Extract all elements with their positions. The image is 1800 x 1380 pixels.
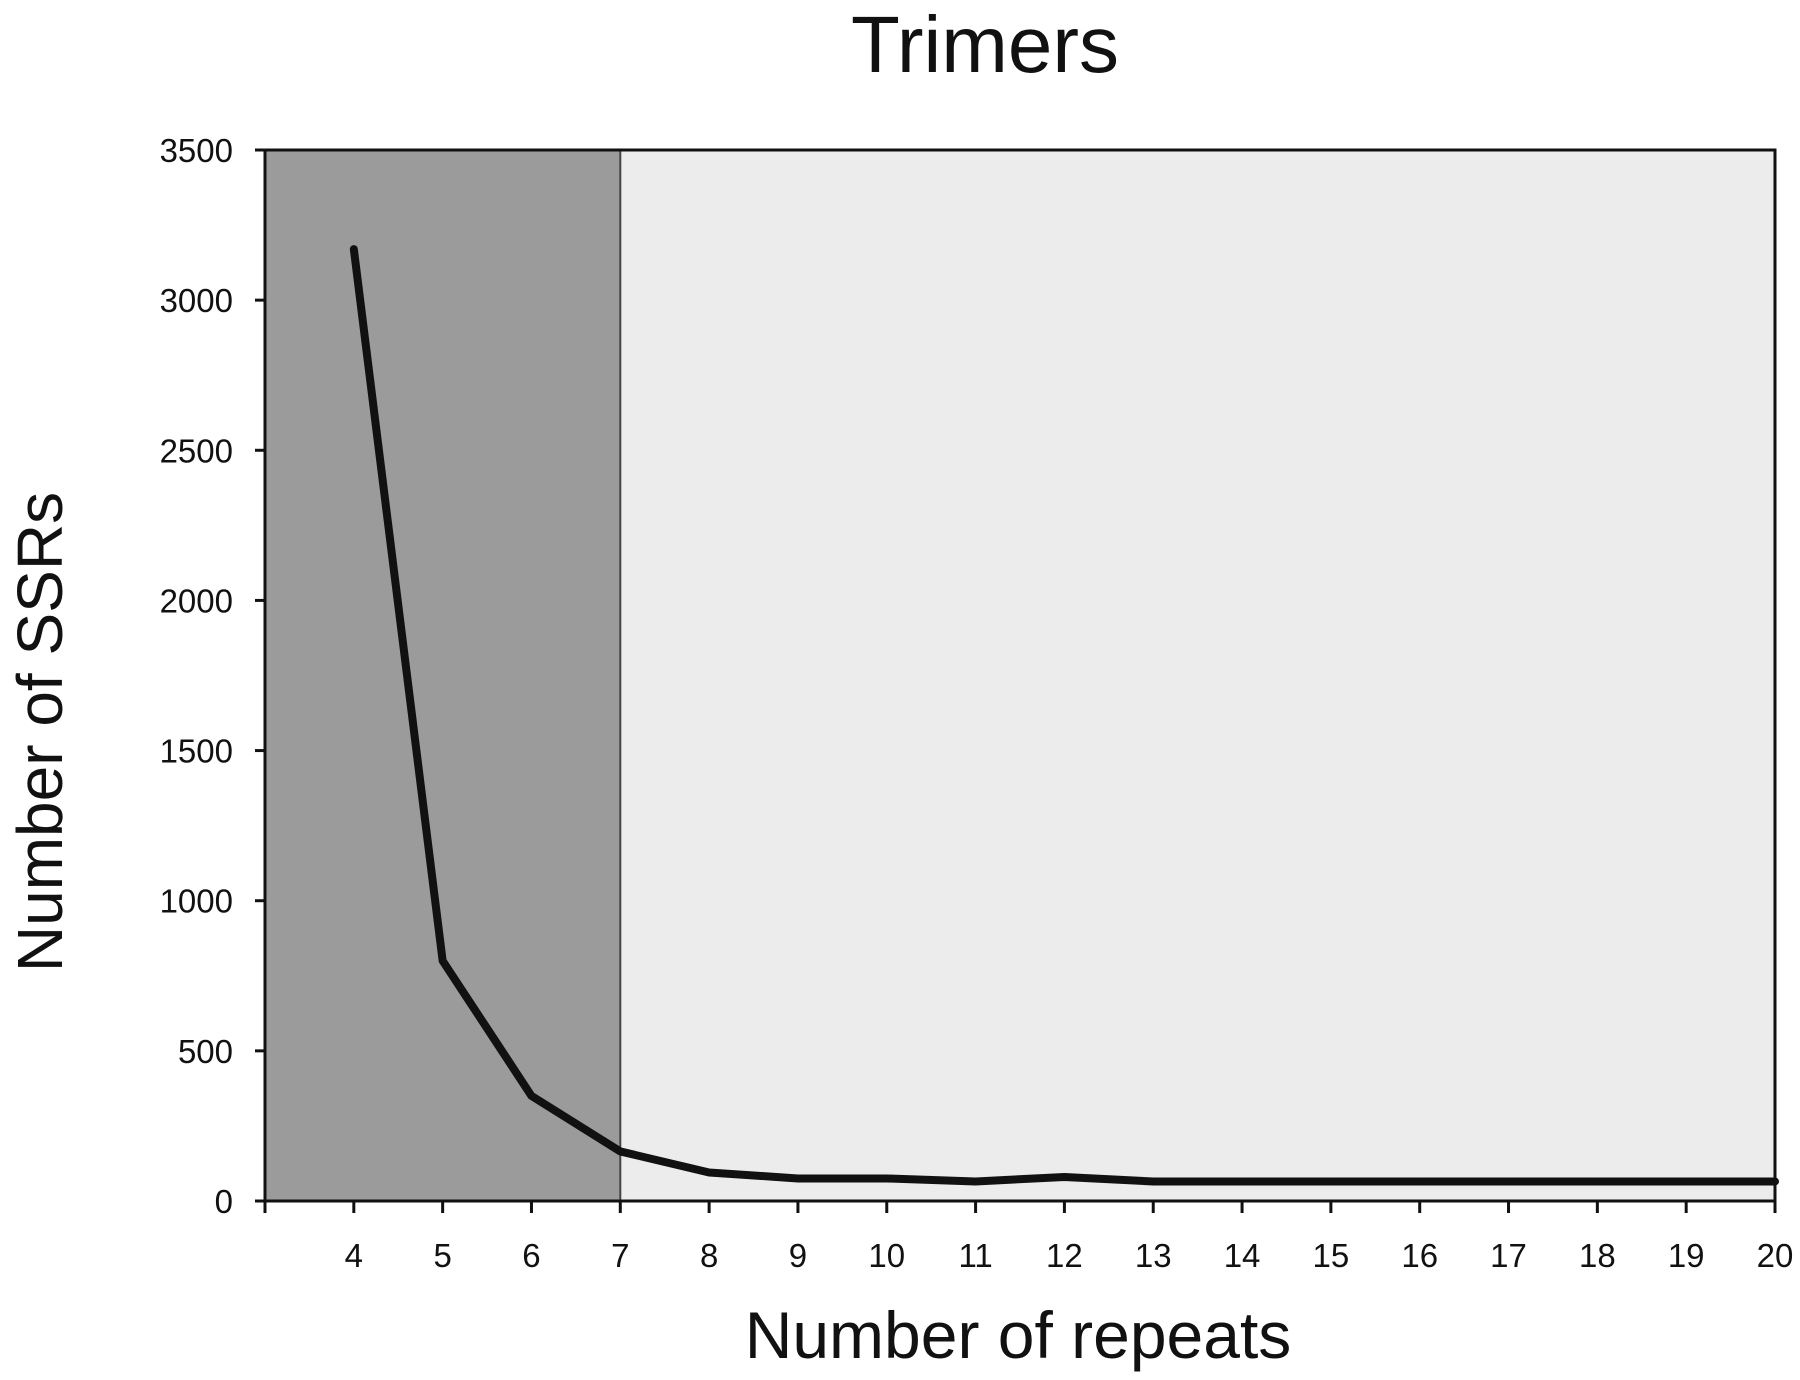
y-tick-label: 3500: [160, 132, 233, 169]
y-tick-label: 0: [215, 1183, 233, 1220]
data-point: [441, 959, 445, 963]
x-tick-label: 20: [1757, 1237, 1794, 1274]
x-tick-label: 6: [522, 1237, 540, 1274]
x-tick-label: 7: [611, 1237, 629, 1274]
data-point: [618, 1149, 622, 1153]
x-tick-label: 11: [958, 1237, 992, 1274]
x-tick-label: 15: [1313, 1237, 1350, 1274]
y-axis: 0 500 1000 1500 2000 2500 3000 3500: [160, 132, 267, 1220]
x-tick-label: 13: [1135, 1237, 1172, 1274]
x-tick-label: 5: [433, 1237, 451, 1274]
x-tick-label: 9: [789, 1237, 807, 1274]
x-tick-label: 8: [700, 1237, 718, 1274]
data-point: [1595, 1179, 1599, 1183]
data-point: [352, 247, 356, 251]
data-point: [529, 1094, 533, 1098]
x-tick-label: 10: [868, 1237, 905, 1274]
x-axis-label: Number of repeats: [745, 1298, 1292, 1372]
data-point: [1684, 1179, 1688, 1183]
x-axis: 4 5 6 7 8 9 10 11 12 13 14 15 16 17 18 19 20: [263, 1199, 1794, 1274]
data-point: [1240, 1179, 1244, 1183]
x-tick-label: 4: [345, 1237, 363, 1274]
data-point: [974, 1179, 978, 1183]
y-tick-label: 500: [178, 1033, 233, 1070]
data-point: [1507, 1179, 1511, 1183]
x-tick-label: 14: [1224, 1237, 1261, 1274]
x-tick-label: 12: [1046, 1237, 1083, 1274]
y-tick-label: 1500: [160, 733, 233, 770]
y-tick-label: 2000: [160, 582, 233, 619]
data-point: [707, 1170, 711, 1174]
y-tick-label: 2500: [160, 432, 233, 469]
series-layer: [349, 245, 1779, 1186]
plot-area: [263, 148, 1777, 1203]
x-tick-label: 18: [1579, 1237, 1616, 1274]
x-tick-label: 16: [1401, 1237, 1438, 1274]
data-point: [796, 1176, 800, 1180]
data-point: [1329, 1179, 1333, 1183]
data-point: [1418, 1179, 1422, 1183]
y-tick-label: 1000: [160, 883, 233, 920]
y-axis-label: Number of SSRs: [4, 492, 76, 972]
data-point: [885, 1176, 889, 1180]
chart-title: Trimers: [851, 0, 1119, 89]
data-point: [1062, 1175, 1066, 1179]
data-point: [1773, 1179, 1777, 1183]
y-tick-label: 3000: [160, 282, 233, 319]
x-tick-label: 19: [1668, 1237, 1705, 1274]
x-tick-label: 17: [1490, 1237, 1527, 1274]
data-point: [1151, 1179, 1155, 1183]
shaded-region: [265, 150, 621, 1201]
